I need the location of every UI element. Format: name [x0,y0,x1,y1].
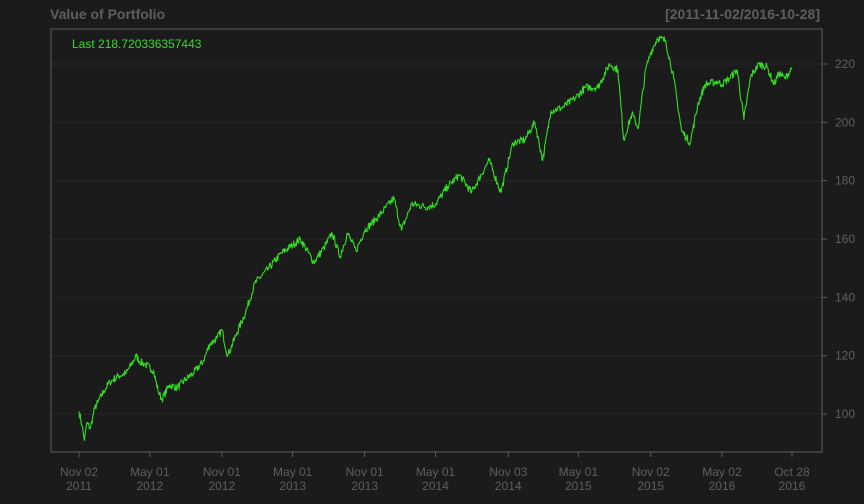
y-tick-label: 220 [835,57,855,71]
x-tick-label: May 01 2013 [273,465,313,493]
x-tick-label: Nov 01 2012 [203,465,241,493]
y-tick-label: 120 [835,349,855,363]
y-tick-label: 140 [835,290,855,304]
x-tick-label: Nov 01 2013 [346,465,384,493]
x-tick-label: May 01 2012 [130,465,170,493]
y-tick-label: 200 [835,115,855,129]
chart-title: Value of Portfolio [50,6,166,22]
x-tick-label: Nov 03 2014 [489,465,527,493]
series-layer [78,35,793,441]
plot-frame [50,28,823,453]
x-tick-label: Oct 28 2016 [774,465,810,493]
y-tick-label: 160 [835,232,855,246]
x-tick-label: May 01 2015 [559,465,599,493]
y-axis: 100 120 140 160 180 200 220 [822,57,855,421]
x-tick-label: Nov 02 2015 [632,465,670,493]
x-tick-label: Nov 02 2011 [60,465,98,493]
date-range-label: [2011-11-02/2016-10-28] [665,6,820,22]
x-axis: Nov 02 2011 May 01 2012 Nov 01 2012 May 01 2013… [60,452,810,493]
y-tick-label: 180 [835,174,855,188]
y-tick-label: 100 [835,407,855,421]
portfolio-value-line [78,35,793,441]
x-tick-label: May 01 2014 [416,465,456,493]
last-value-annotation: Last 218.720336357443 [72,37,202,51]
x-tick-label: May 02 2016 [702,465,742,493]
grid-layer [51,63,822,415]
